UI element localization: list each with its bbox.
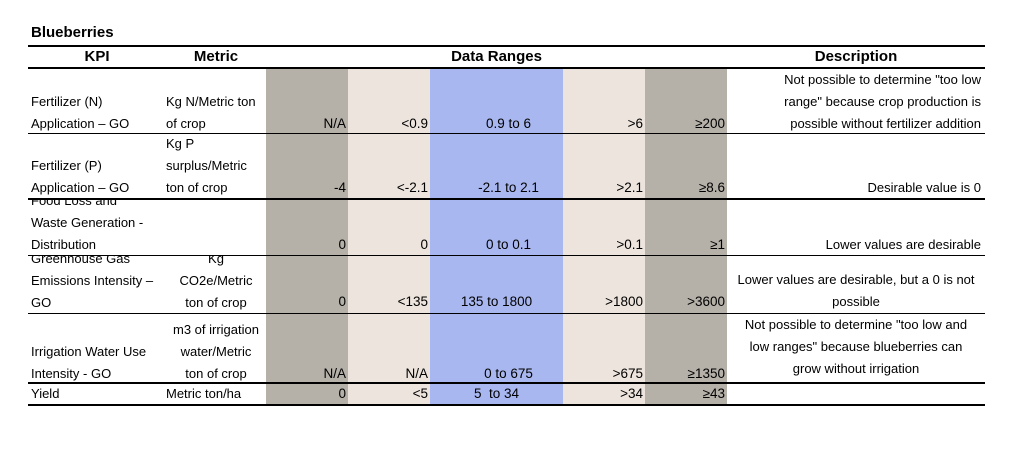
description-cell: Lower values are desirable	[825, 237, 981, 252]
band-high	[563, 68, 645, 404]
rule-row-3	[28, 255, 985, 256]
range-low: N/A	[405, 366, 428, 381]
range-desirable: -2.1 to 2.1	[478, 180, 539, 195]
header-kpi: KPI	[84, 48, 110, 65]
range-too-low: 0	[338, 294, 346, 309]
kpi-cell: Food Loss and Waste Generation - Distribut…	[31, 200, 144, 252]
range-low: <0.9	[401, 116, 428, 131]
rule-header	[28, 67, 985, 69]
band-low	[348, 68, 430, 404]
description-cell: Not possible to determine "too low range"…	[784, 72, 981, 131]
description-cell: Desirable value is 0	[867, 180, 981, 195]
range-too-high: ≥43	[702, 386, 725, 401]
description-cell: Lower values are desirable, but a 0 is n…	[737, 272, 975, 309]
description-cell: Not possible to determine "too low and lo…	[744, 317, 968, 376]
metric-cell: Kg N/Metric ton of crop	[166, 94, 256, 131]
kpi-cell: Yield	[31, 386, 60, 401]
band-too-high	[645, 68, 727, 404]
header-metric: Metric	[193, 48, 239, 65]
range-too-high: ≥8.6	[698, 180, 725, 195]
range-too-low: -4	[333, 180, 346, 195]
rule-row-4	[28, 313, 985, 314]
rule-row-2	[28, 198, 985, 200]
range-low: <5	[412, 386, 428, 401]
metric-cell: Kg CO2e/Metric ton of crop	[179, 256, 253, 310]
range-low: <135	[397, 294, 428, 309]
range-desirable: 0 to 675	[484, 366, 533, 381]
range-high: >34	[620, 386, 643, 401]
kpi-cell: Fertilizer (N) Application – GO	[31, 94, 130, 131]
kpi-cell: Greenhouse Gas Emissions Intensity – GO	[31, 256, 154, 310]
range-desirable: 0 to 0.1	[485, 237, 532, 252]
range-too-high: ≥200	[695, 116, 725, 131]
range-too-low: 0	[338, 237, 346, 252]
kpi-cell: Fertilizer (P) Application – GO	[31, 158, 130, 195]
range-desirable: 5 to 34	[473, 386, 520, 401]
range-too-high: ≥1	[710, 237, 725, 252]
range-high: >1800	[605, 294, 643, 309]
range-high: >6	[627, 116, 643, 131]
range-desirable: 0.9 to 6	[485, 116, 532, 131]
rule-row-1	[28, 133, 985, 134]
range-too-low: N/A	[323, 116, 346, 131]
rule-bottom	[28, 404, 985, 406]
kpi-cell: Irrigation Water Use Intensity - GO	[31, 344, 147, 381]
range-too-high: >3600	[687, 294, 725, 309]
range-high: >675	[612, 366, 643, 381]
range-too-high: ≥1350	[687, 366, 725, 381]
header-description: Description	[814, 48, 898, 65]
range-low: <-2.1	[396, 180, 428, 195]
band-too-low	[266, 68, 348, 404]
band-desirable	[430, 68, 563, 404]
range-too-low: N/A	[323, 366, 346, 381]
metric-cell: Metric ton/ha	[166, 386, 242, 401]
rule-top	[28, 45, 985, 47]
range-desirable: 135 to 1800	[460, 294, 533, 309]
page-title: Blueberries	[31, 24, 114, 41]
rule-row-5	[28, 382, 985, 384]
range-low: 0	[420, 237, 428, 252]
header-data-ranges: Data Ranges	[451, 48, 542, 65]
range-high: >0.1	[616, 237, 643, 252]
metric-cell: m3 of irrigation water/Metric ton of crop	[173, 322, 259, 381]
range-too-low: 0	[338, 386, 346, 401]
range-high: >2.1	[616, 180, 643, 195]
